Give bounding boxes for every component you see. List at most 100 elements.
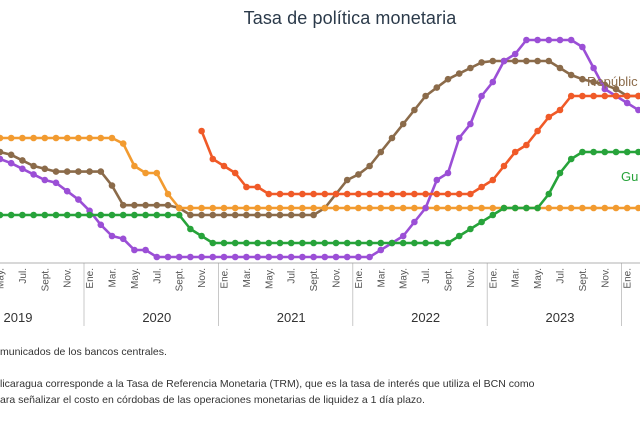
data-point	[209, 155, 217, 163]
data-point	[142, 169, 149, 177]
data-point	[41, 134, 49, 142]
month-tick-label: Jul.	[421, 268, 432, 284]
data-point	[399, 190, 407, 198]
month-tick-label: Jul.	[287, 268, 298, 284]
series-3	[198, 92, 640, 198]
data-point	[478, 218, 485, 226]
data-point	[131, 246, 138, 254]
source-note: municados de los bancos centrales.	[0, 346, 167, 358]
month-tick-label: Ene.	[85, 268, 96, 289]
data-point	[635, 148, 640, 156]
data-point	[579, 92, 586, 100]
data-point	[75, 196, 82, 203]
data-point	[198, 127, 205, 135]
data-point	[444, 239, 452, 247]
data-point	[254, 204, 261, 212]
month-tick-label: Sept.	[40, 268, 51, 291]
data-point	[433, 190, 441, 198]
data-point	[489, 211, 497, 219]
month-tick-label: Nov.	[466, 268, 477, 288]
series-line-3	[200, 94, 640, 196]
data-point	[612, 204, 620, 212]
data-point	[411, 239, 418, 247]
data-point	[343, 239, 351, 247]
data-point	[377, 148, 385, 156]
data-point	[175, 204, 183, 212]
data-point	[30, 171, 37, 178]
month-tick-label: Ene.	[220, 268, 231, 289]
data-point	[399, 120, 407, 128]
data-point	[579, 43, 586, 51]
data-point	[7, 159, 15, 167]
data-point	[511, 204, 519, 212]
data-point	[153, 169, 161, 177]
trm-note: licaragua corresponde a la Tasa de Refer…	[0, 376, 534, 408]
data-point	[545, 204, 553, 212]
data-point	[131, 201, 138, 209]
data-point	[366, 190, 373, 198]
data-point	[388, 239, 396, 247]
data-point	[299, 211, 306, 219]
data-point	[108, 211, 116, 219]
month-tick-label: Mar.	[376, 268, 387, 287]
data-point	[231, 253, 239, 261]
data-point	[579, 204, 586, 212]
data-point	[321, 190, 329, 198]
data-point	[321, 204, 329, 212]
data-point	[612, 92, 620, 100]
data-point	[355, 204, 362, 212]
data-point	[489, 176, 497, 184]
data-point	[478, 183, 485, 191]
data-point	[377, 246, 385, 254]
data-point	[187, 225, 194, 233]
month-tick-label: Nov.	[332, 268, 343, 288]
data-point	[52, 211, 60, 219]
data-point	[276, 204, 284, 212]
data-point	[467, 204, 474, 212]
data-point	[164, 253, 172, 261]
data-point	[220, 162, 228, 170]
data-point	[388, 134, 396, 142]
data-point	[310, 190, 317, 198]
series-line-2	[0, 38, 640, 259]
data-point	[590, 78, 597, 86]
data-point	[164, 190, 172, 198]
data-point	[209, 204, 217, 212]
data-point	[388, 190, 396, 198]
data-point	[478, 204, 485, 212]
data-point	[198, 232, 205, 240]
data-point	[220, 204, 228, 212]
data-point	[52, 179, 60, 187]
year-label: 2019	[4, 310, 33, 325]
data-point	[310, 204, 317, 212]
data-point	[422, 190, 429, 198]
data-point	[467, 225, 474, 233]
data-point	[198, 204, 205, 212]
data-point	[332, 253, 340, 261]
data-point	[500, 162, 508, 170]
year-label: 2021	[277, 310, 306, 325]
data-point	[623, 99, 631, 107]
data-point	[63, 168, 71, 175]
data-point	[455, 70, 463, 77]
data-point	[377, 204, 385, 212]
data-point	[489, 78, 497, 86]
data-point	[623, 92, 631, 100]
data-point	[52, 168, 60, 175]
data-point	[97, 168, 105, 175]
month-tick-label: Sept.	[578, 268, 589, 291]
data-point	[590, 148, 597, 156]
data-point	[243, 211, 250, 219]
data-point	[287, 204, 295, 212]
trm-note-line2: ara señalizar el costo en córdobas de la…	[0, 394, 425, 406]
data-point	[287, 211, 295, 219]
data-point	[411, 204, 418, 212]
data-point	[276, 190, 284, 198]
month-tick-label: May.	[130, 268, 141, 289]
data-point	[343, 190, 351, 198]
data-point	[142, 246, 149, 254]
data-point	[511, 57, 519, 65]
data-point	[556, 106, 564, 114]
data-point	[63, 187, 71, 195]
data-point	[377, 190, 385, 198]
